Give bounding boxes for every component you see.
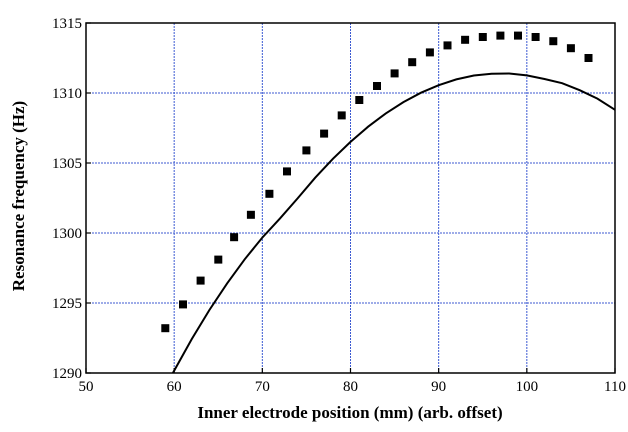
data-point-marker: [584, 54, 593, 62]
data-point-marker: [478, 33, 487, 41]
data-point-marker: [337, 111, 346, 120]
data-point-marker: [514, 31, 522, 40]
x-tick-label: 110: [604, 379, 626, 395]
data-point-marker: [355, 96, 364, 104]
data-point-marker: [461, 35, 470, 44]
x-axis-title: Inner electrode position (mm) (arb. offs…: [197, 403, 502, 422]
data-point-marker: [320, 129, 329, 138]
data-point-marker: [302, 146, 311, 155]
x-tick-label: 80: [343, 379, 358, 395]
grid-lines: [86, 23, 615, 373]
data-point-marker: [531, 33, 540, 41]
data-point-marker: [196, 276, 205, 285]
data-point-marker: [161, 324, 170, 333]
data-point-marker: [496, 31, 505, 40]
y-axis-ticks: 1290 1295 1300 1305 1310 1315: [52, 16, 91, 382]
y-tick-label: 1295: [52, 296, 82, 312]
data-point-marker: [566, 44, 575, 53]
data-point-marker: [214, 255, 223, 264]
fit-line-series: [172, 72, 616, 374]
data-point-marker: [265, 189, 274, 198]
data-point-marker: [425, 48, 434, 57]
y-tick-label: 1310: [52, 86, 82, 102]
data-point-marker: [549, 37, 558, 46]
x-tick-label: 50: [79, 379, 94, 395]
x-tick-label: 70: [255, 379, 270, 395]
x-tick-label: 100: [516, 379, 539, 395]
data-point-marker: [246, 210, 255, 219]
data-point-marker: [443, 41, 452, 50]
x-axis-ticks: 50 60 70 80 90 100 110: [79, 368, 626, 395]
y-tick-label: 1290: [52, 366, 82, 382]
data-markers: [161, 31, 593, 333]
data-point-marker: [390, 69, 399, 78]
data-point-marker: [283, 167, 291, 176]
x-tick-label: 60: [167, 379, 182, 395]
x-tick-label: 90: [431, 379, 446, 395]
data-point-marker: [408, 58, 417, 67]
fit-curve-layer: [172, 72, 616, 374]
y-tick-label: 1300: [52, 226, 82, 242]
y-tick-label: 1305: [52, 156, 82, 172]
data-point-marker: [230, 233, 239, 242]
data-point-marker: [373, 82, 381, 90]
y-tick-label: 1315: [52, 16, 82, 32]
data-point-marker: [179, 300, 187, 309]
y-axis-title: Resonance frequency (Hz): [9, 101, 28, 291]
